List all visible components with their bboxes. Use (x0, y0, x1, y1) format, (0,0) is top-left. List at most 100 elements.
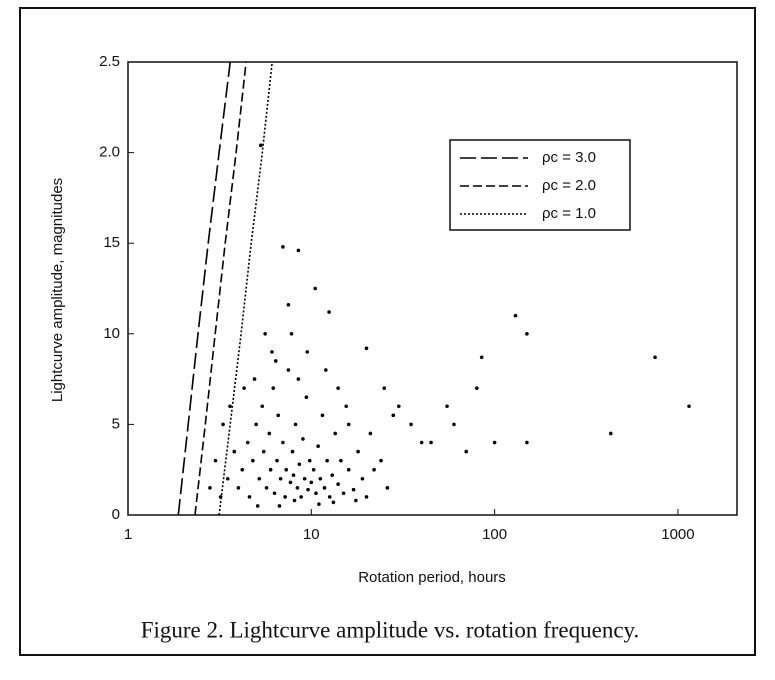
legend-box (449, 139, 631, 231)
point (341, 491, 346, 496)
point (351, 487, 356, 492)
point (292, 498, 297, 503)
point (360, 476, 365, 481)
point (525, 440, 529, 445)
point (225, 476, 230, 481)
curve (218, 61, 273, 516)
point (252, 377, 257, 381)
y-tick-label: 2.0 (99, 144, 120, 161)
point (346, 467, 351, 472)
point (240, 467, 245, 472)
point (391, 413, 396, 418)
point (236, 486, 241, 490)
caption: Figure 2. Lightcurve amplitude vs. rotat… (141, 617, 640, 642)
point (297, 462, 302, 467)
point (228, 404, 232, 409)
point (276, 413, 281, 418)
point (286, 368, 291, 372)
point (267, 431, 272, 436)
point (286, 303, 291, 307)
point (268, 467, 273, 472)
point (354, 498, 358, 503)
point (364, 346, 369, 351)
point (296, 377, 301, 381)
point (254, 422, 258, 427)
y-tick-label: 5 (112, 415, 120, 432)
point (314, 491, 318, 496)
point (306, 487, 310, 492)
point (464, 449, 469, 454)
point (277, 504, 282, 508)
point (255, 504, 260, 508)
point (333, 431, 338, 436)
point (379, 458, 383, 463)
point (304, 395, 309, 400)
point (475, 386, 479, 390)
x-tick-label: 100 (482, 526, 507, 543)
point (325, 458, 329, 463)
point (289, 332, 294, 336)
point (317, 502, 321, 506)
curve (194, 61, 247, 516)
point (305, 350, 310, 354)
point (258, 143, 263, 148)
point (281, 245, 285, 249)
y-axis-label: Lightcurve amplitude, magnitudes (49, 178, 66, 402)
point (419, 440, 424, 445)
x-tick-label: 1000 (661, 526, 694, 543)
point (687, 404, 691, 409)
legend-label: ρc = 3.0 (542, 149, 596, 166)
point (452, 422, 456, 427)
point (288, 480, 293, 485)
point (429, 440, 433, 445)
frame (19, 7, 756, 656)
point (275, 458, 279, 463)
y-tick-label: 15 (103, 234, 120, 251)
point (293, 422, 298, 427)
point (492, 440, 497, 445)
y-tick-label: 10 (103, 325, 120, 342)
point (281, 440, 285, 445)
point (283, 495, 287, 499)
point (608, 431, 613, 436)
point (322, 486, 327, 490)
point (525, 332, 529, 336)
point (245, 440, 250, 445)
point (284, 467, 289, 472)
point (290, 449, 295, 454)
point (445, 404, 449, 409)
point (213, 458, 218, 463)
point (263, 332, 267, 336)
point (364, 495, 369, 499)
point (339, 458, 343, 463)
point (295, 486, 300, 490)
point (299, 495, 303, 499)
point (513, 313, 518, 318)
point (261, 449, 266, 454)
point (271, 386, 276, 390)
point (316, 444, 320, 448)
point (346, 422, 351, 427)
point (311, 467, 316, 472)
curve (177, 61, 231, 516)
point (273, 359, 278, 363)
x-axis-label: Rotation period, hours (358, 569, 506, 586)
point (307, 458, 312, 463)
point (309, 480, 314, 485)
point (272, 491, 277, 496)
point (324, 368, 328, 372)
point (327, 495, 332, 499)
x-tick-label: 1 (124, 526, 132, 543)
point (221, 422, 225, 427)
point (218, 495, 223, 499)
point (327, 310, 331, 314)
point (318, 476, 323, 481)
point (479, 355, 484, 360)
legend-label: ρc = 2.0 (542, 177, 596, 194)
point (302, 476, 307, 481)
point (313, 286, 317, 291)
point (257, 476, 262, 481)
point (336, 386, 340, 390)
